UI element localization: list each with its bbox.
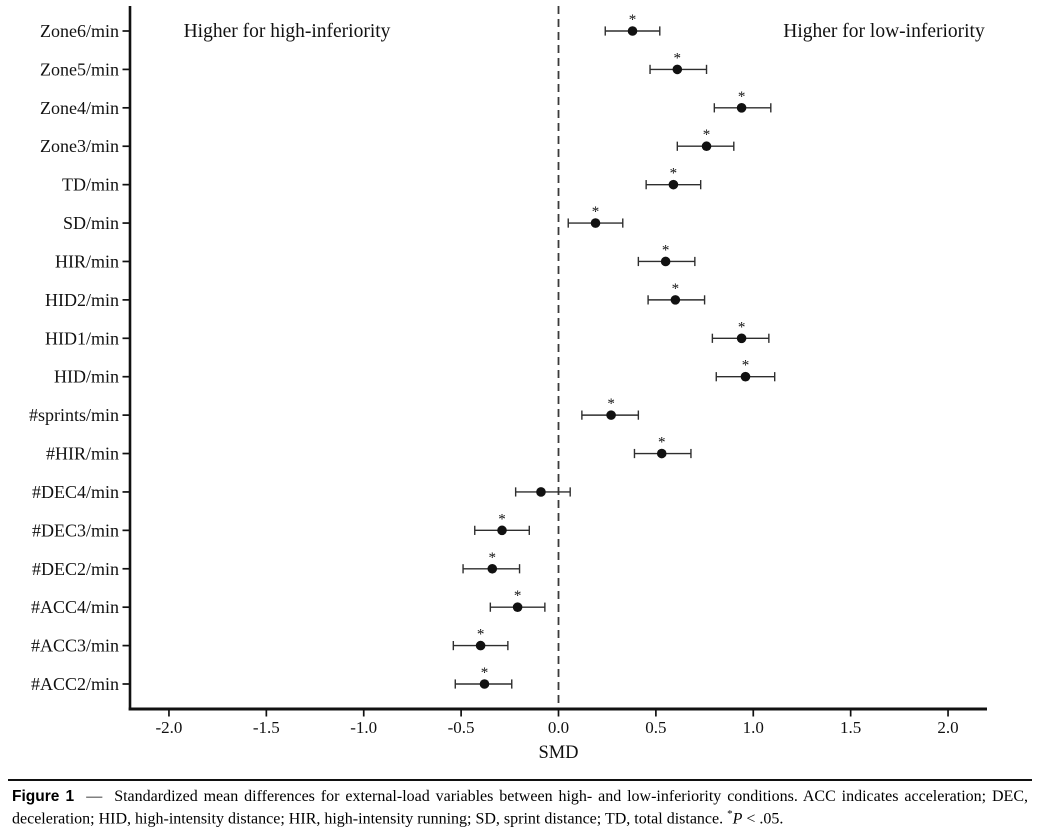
x-tick-label: 1.0 <box>743 718 764 737</box>
point-marker <box>672 64 683 75</box>
significance-asterisk: * <box>672 281 680 297</box>
x-tick-label: 1.5 <box>840 718 861 737</box>
row-label: #ACC2/min <box>31 674 119 694</box>
point-marker <box>736 103 747 113</box>
caption-block: Figure 1 — Standardized mean differences f… <box>8 779 1032 830</box>
x-tick-label: 0.0 <box>548 718 569 737</box>
x-tick-label: -1.5 <box>253 718 280 737</box>
significance-asterisk: * <box>670 166 678 182</box>
row-label: #DEC3/min <box>32 520 119 540</box>
point-marker <box>497 525 507 536</box>
row-label: Zone4/min <box>40 98 119 118</box>
row-label: Zone5/min <box>40 59 119 79</box>
point-marker <box>701 141 712 152</box>
row-label: Zone3/min <box>40 136 119 156</box>
point-marker <box>740 371 751 382</box>
significance-asterisk: * <box>738 89 746 105</box>
x-tick-label: 0.5 <box>645 718 666 737</box>
row-label: HID/min <box>54 367 119 387</box>
x-tick-label: 2.0 <box>937 718 958 737</box>
figure-caption-body: Standardized mean differences for extern… <box>12 788 1029 828</box>
significance-asterisk: * <box>498 511 506 527</box>
point-marker <box>606 410 616 420</box>
row-label: HID1/min <box>45 328 119 348</box>
figure-caption-label: Figure 1 <box>12 788 75 805</box>
figure-caption-separator: — <box>86 788 103 805</box>
significance-asterisk: * <box>658 435 666 451</box>
figure-caption: Figure 1 — Standardized mean differences f… <box>12 786 1028 830</box>
row-label: HIR/min <box>55 251 119 271</box>
row-label: #DEC4/min <box>32 482 119 502</box>
annotation-high-inferiority: Higher for high-inferiority <box>184 21 391 42</box>
significance-asterisk: * <box>738 319 746 335</box>
significance-asterisk: * <box>607 396 615 412</box>
significance-marker: * <box>727 808 733 821</box>
point-marker <box>512 602 523 612</box>
forest-plot: -2.0 -1.5 -1.0 -0.5 0.0 0.5 1.0 1.5 2.0 SMD Higher… <box>29 6 987 763</box>
point-marker <box>668 179 679 190</box>
significance-p: P <box>732 810 743 828</box>
row-label: #ACC4/min <box>31 597 119 617</box>
point-marker <box>536 487 546 497</box>
row-label: #ACC3/min <box>31 636 119 656</box>
point-marker <box>479 679 490 689</box>
significance-asterisk: * <box>481 665 489 681</box>
significance-asterisk: * <box>662 242 670 258</box>
row-label: TD/min <box>62 175 119 195</box>
x-tick-label: -0.5 <box>448 718 475 737</box>
point-marker <box>656 448 667 459</box>
significance-asterisk: * <box>477 627 485 643</box>
point-marker <box>660 256 671 267</box>
x-tick-label: -1.0 <box>350 718 377 737</box>
x-axis-title: SMD <box>538 743 578 763</box>
significance-asterisk: * <box>742 358 750 374</box>
point-marker <box>627 26 638 36</box>
annotation-low-inferiority: Higher for low-inferiority <box>783 21 985 42</box>
row-label: #sprints/min <box>29 405 119 425</box>
point-marker <box>487 563 498 574</box>
significance-asterisk: * <box>703 127 711 143</box>
significance-asterisk: * <box>629 12 637 28</box>
row-label: HID2/min <box>45 290 119 310</box>
point-marker <box>670 295 681 305</box>
row-label: #HIR/min <box>46 444 119 464</box>
significance-asterisk: * <box>592 204 600 220</box>
significance-asterisk: * <box>489 550 497 566</box>
significance-asterisk: * <box>674 50 682 66</box>
row-label: #DEC2/min <box>32 559 119 579</box>
point-marker <box>590 218 601 228</box>
row-label: SD/min <box>63 213 119 233</box>
point-marker <box>475 640 486 651</box>
x-tick-label: -2.0 <box>155 718 182 737</box>
point-marker <box>736 333 747 344</box>
significance-asterisk: * <box>514 588 522 604</box>
row-label: Zone6/min <box>40 21 119 41</box>
significance-threshold: < .05. <box>742 810 784 828</box>
